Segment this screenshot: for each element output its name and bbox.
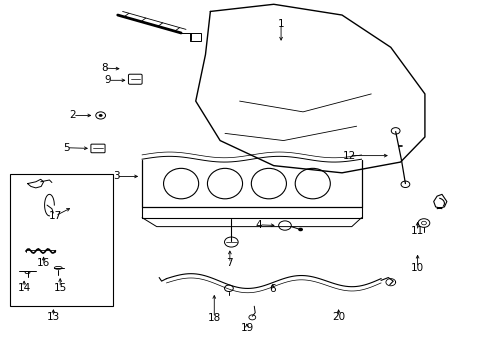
Text: 10: 10 [410, 263, 423, 273]
Text: 14: 14 [18, 283, 31, 293]
Text: 2: 2 [69, 111, 76, 121]
Text: 20: 20 [331, 312, 345, 322]
Text: 9: 9 [104, 75, 111, 85]
FancyBboxPatch shape [91, 144, 105, 153]
Text: 6: 6 [269, 284, 276, 294]
Text: 16: 16 [37, 258, 50, 268]
Text: 11: 11 [410, 226, 424, 236]
Circle shape [99, 114, 102, 117]
Text: 15: 15 [54, 283, 67, 293]
Text: 19: 19 [240, 323, 253, 333]
Text: 7: 7 [226, 258, 233, 268]
Text: 4: 4 [255, 220, 262, 230]
Text: 5: 5 [63, 143, 70, 153]
FancyBboxPatch shape [10, 174, 113, 306]
FancyBboxPatch shape [128, 74, 142, 84]
Text: 8: 8 [101, 63, 107, 73]
Text: 18: 18 [207, 313, 221, 323]
Text: 1: 1 [277, 19, 284, 29]
Text: 13: 13 [47, 312, 60, 322]
Circle shape [298, 228, 303, 231]
Text: 17: 17 [49, 211, 62, 221]
Text: 3: 3 [113, 171, 120, 181]
Text: 12: 12 [342, 150, 355, 161]
FancyBboxPatch shape [189, 33, 200, 41]
